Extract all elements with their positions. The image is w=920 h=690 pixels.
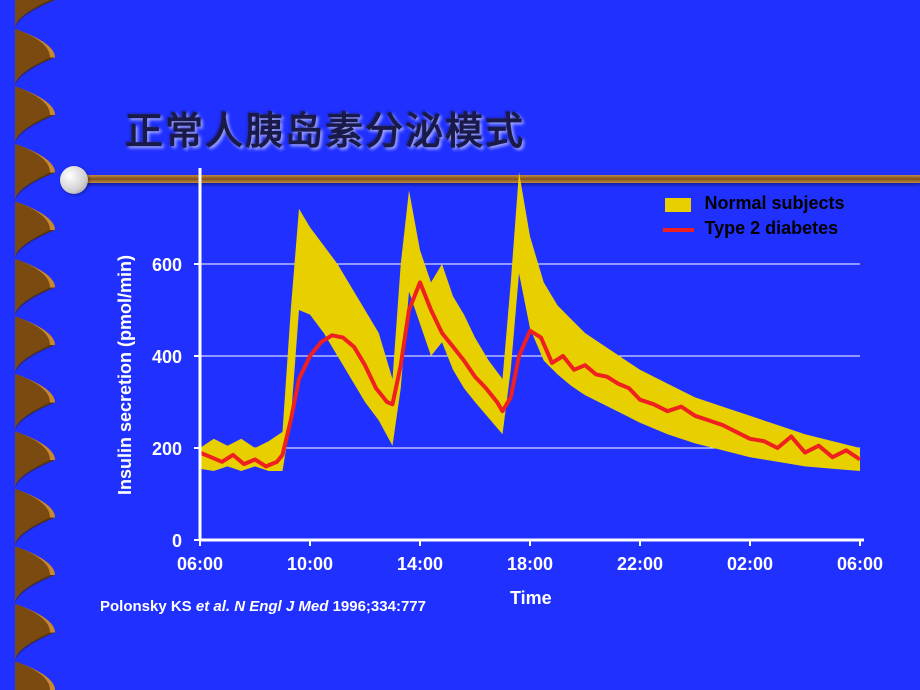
- legend-label-normal: Normal subjects: [704, 193, 844, 213]
- citation-suffix: 1996;334:777: [333, 598, 426, 615]
- legend: Normal subjects: [660, 193, 845, 214]
- svg-text:400: 400: [152, 347, 182, 367]
- svg-text:600: 600: [152, 255, 182, 275]
- x-axis-label: Time: [510, 588, 552, 609]
- svg-text:22:00: 22:00: [617, 554, 663, 574]
- svg-text:06:00: 06:00: [837, 554, 883, 574]
- svg-text:02:00: 02:00: [727, 554, 773, 574]
- svg-text:18:00: 18:00: [507, 554, 553, 574]
- legend: Type 2 diabetes: [660, 218, 838, 239]
- svg-text:0: 0: [172, 531, 182, 551]
- legend-swatch-normal: [665, 198, 691, 212]
- citation-prefix: Polonsky KS: [100, 598, 196, 615]
- insulin-chart: 0 200 400 600 06:00 10:00 14:00 18:00 22:00 02:00…: [0, 0, 920, 690]
- svg-text:06:00: 06:00: [177, 554, 223, 574]
- citation: Polonsky KS et al. N Engl J Med 1996;334…: [100, 598, 426, 615]
- svg-text:10:00: 10:00: [287, 554, 333, 574]
- svg-text:14:00: 14:00: [397, 554, 443, 574]
- y-axis-label: Insulin secretion (pmol/min): [115, 255, 136, 495]
- svg-text:200: 200: [152, 439, 182, 459]
- citation-italic: et al. N Engl J Med: [196, 598, 333, 615]
- legend-label-diabetes: Type 2 diabetes: [704, 218, 838, 238]
